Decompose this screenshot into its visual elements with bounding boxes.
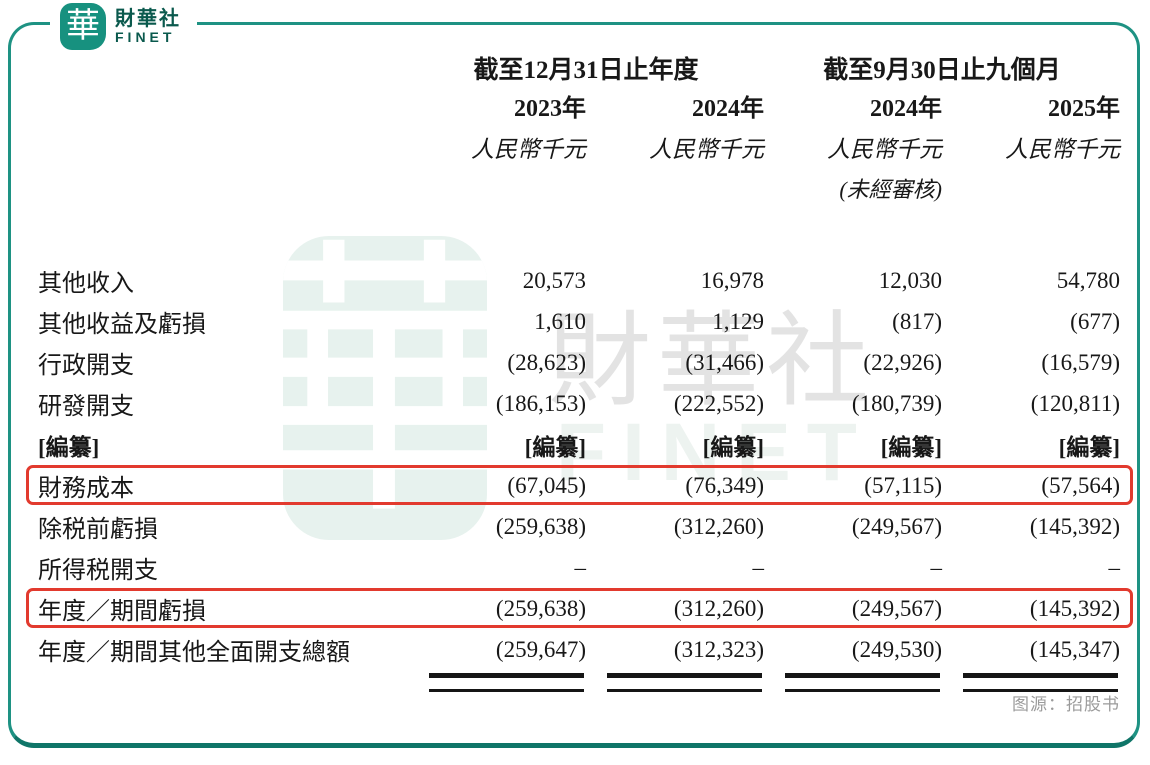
row-label: 研發開支 xyxy=(38,394,134,420)
table-row: 行政開支 (28,623) (31,466) (22,926) (16,579) xyxy=(38,342,1120,383)
cell-value: (312,323) xyxy=(673,636,764,662)
finet-logo-subname: FINET xyxy=(115,29,176,45)
table-row: [編纂] [編纂] [編纂] [編纂] [編纂] xyxy=(38,424,1120,465)
watermark-seal-glyph: 華 xyxy=(283,236,487,540)
cell-value: (186,153) xyxy=(495,390,586,416)
cell-value: (16,579) xyxy=(1041,349,1120,375)
cell-value: (249,567) xyxy=(851,595,942,621)
unit-label: 人民幣千元 xyxy=(1005,137,1120,162)
cell-value: (145,392) xyxy=(1029,595,1120,621)
cell-value: (817) xyxy=(892,308,942,334)
financial-table: 截至12月31日止年度 截至9月30日止九個月 2023年 2024年 2024… xyxy=(26,50,1133,692)
cell-value: (28,623) xyxy=(507,349,586,375)
unaudited-header-row: (未經審核) xyxy=(38,172,1120,206)
cell-value: 16,978 xyxy=(700,267,764,293)
cell-value: [編纂] xyxy=(1058,434,1120,460)
year-header-2023: 2023年 xyxy=(514,96,586,122)
cell-value: (22,926) xyxy=(863,349,942,375)
row-label: 其他收益及虧損 xyxy=(38,312,206,338)
image-source-note: 图源：招股书 xyxy=(1012,695,1120,714)
cell-value: (180,739) xyxy=(851,390,942,416)
finet-logo-text: 財華社 FINET xyxy=(115,8,181,45)
finet-logo-seal-icon: 華 xyxy=(60,3,106,50)
unit-header-row: 人民幣千元 人民幣千元 人民幣千元 人民幣千元 xyxy=(38,130,1120,172)
watermark-english-text: FINET xyxy=(556,407,873,498)
row-label: [編纂] xyxy=(38,434,100,460)
cell-value: (145,392) xyxy=(1029,513,1120,539)
cell-value: 1,610 xyxy=(534,308,586,334)
cell-value: (145,347) xyxy=(1029,636,1120,662)
unaudited-label: (未經審核) xyxy=(839,177,942,202)
cell-value: – xyxy=(1108,554,1121,580)
cell-value: [編纂] xyxy=(524,434,586,460)
cell-value: (57,115) xyxy=(864,472,942,498)
year-header-2025-9m: 2025年 xyxy=(1048,96,1120,122)
row-label: 所得税開支 xyxy=(38,558,158,584)
cell-value: (31,466) xyxy=(685,349,764,375)
unit-label: 人民幣千元 xyxy=(827,137,942,162)
cell-value: (120,811) xyxy=(1030,390,1120,416)
cell-value: – xyxy=(930,554,943,580)
cell-value: (677) xyxy=(1070,308,1120,334)
row-label: 其他收入 xyxy=(38,271,134,297)
cell-value: 1,129 xyxy=(712,308,764,334)
cell-value: (259,638) xyxy=(495,513,586,539)
table-row: 所得税開支 – – – – xyxy=(38,547,1120,588)
cell-value: (312,260) xyxy=(673,595,764,621)
table-row: 其他收入 20,573 16,978 12,030 54,780 xyxy=(38,260,1120,301)
table-row: 年度／期間其他全面開支總額 (259,647) (312,323) (249,530)… xyxy=(38,629,1120,670)
row-label: 年度／期間其他全面開支總額 xyxy=(38,640,350,666)
cell-value: 54,780 xyxy=(1056,267,1120,293)
watermark-chinese-text: 財華社 xyxy=(548,305,875,419)
cell-value: (259,647) xyxy=(495,636,586,662)
cell-value: (57,564) xyxy=(1041,472,1120,498)
cell-value: (312,260) xyxy=(673,513,764,539)
total-double-rule-row xyxy=(38,673,1120,692)
row-label: 行政開支 xyxy=(38,353,134,379)
cell-value: – xyxy=(752,554,765,580)
row-label: 除税前虧損 xyxy=(38,517,158,543)
cell-value: (222,552) xyxy=(673,390,764,416)
finet-logo-name: 財華社 xyxy=(115,8,181,30)
table-body: 其他收入 20,573 16,978 12,030 54,780 其他收益及虧損 1,610… xyxy=(26,260,1133,670)
cell-value: [編纂] xyxy=(702,434,764,460)
finet-logo: 華 財華社 FINET xyxy=(50,1,197,52)
table-row: 研發開支 (186,153) (222,552) (180,739) (120,811) xyxy=(38,383,1120,424)
cell-value: – xyxy=(574,554,587,580)
cell-value: (259,638) xyxy=(495,595,586,621)
table-row-highlighted: 財務成本 (67,045) (76,349) (57,115) (57,564) xyxy=(26,465,1133,506)
double-rule xyxy=(963,673,1118,692)
cell-value: (249,530) xyxy=(851,636,942,662)
watermark-seal-icon: 華 xyxy=(283,236,487,540)
year-header-2024-9m: 2024年 xyxy=(870,96,942,122)
table-row-highlighted: 年度／期間虧損 (259,638) (312,260) (249,567) (145,3… xyxy=(26,588,1133,629)
cell-value: [編纂] xyxy=(880,434,942,460)
cell-value: (249,567) xyxy=(851,513,942,539)
column-group-header-row: 截至12月31日止年度 截至9月30日止九個月 xyxy=(38,50,1120,88)
cell-value: (67,045) xyxy=(507,472,586,498)
cell-value: 12,030 xyxy=(878,267,942,293)
unit-label: 人民幣千元 xyxy=(649,137,764,162)
row-label: 財務成本 xyxy=(38,476,134,502)
year-header-row: 2023年 2024年 2024年 2025年 xyxy=(38,88,1120,130)
row-label: 年度／期間虧損 xyxy=(38,599,206,625)
table-row: 其他收益及虧損 1,610 1,129 (817) (677) xyxy=(38,301,1120,342)
double-rule xyxy=(429,673,584,692)
table-row: 除税前虧損 (259,638) (312,260) (249,567) (145,392… xyxy=(38,506,1120,547)
double-rule xyxy=(607,673,762,692)
year-header-2024: 2024年 xyxy=(692,96,764,122)
cell-value: 20,573 xyxy=(522,267,586,293)
cell-value: (76,349) xyxy=(685,472,764,498)
column-group-nine-months: 截至9月30日止九個月 xyxy=(823,57,1061,84)
column-group-annual: 截至12月31日止年度 xyxy=(473,57,699,84)
double-rule xyxy=(785,673,940,692)
unit-label: 人民幣千元 xyxy=(471,137,586,162)
